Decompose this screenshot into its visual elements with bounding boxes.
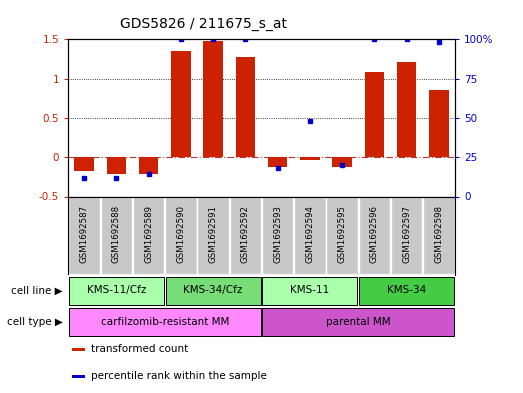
Bar	[197, 197, 229, 274]
Bar	[359, 197, 390, 274]
Bar	[166, 277, 260, 305]
Bar	[262, 197, 293, 274]
Text: transformed count: transformed count	[91, 344, 188, 354]
Text: GSM1692598: GSM1692598	[435, 205, 444, 263]
Text: GSM1692596: GSM1692596	[370, 205, 379, 263]
Bar	[72, 375, 85, 378]
Text: GSM1692592: GSM1692592	[241, 205, 250, 263]
Bar	[69, 197, 100, 274]
Bar	[294, 197, 326, 274]
Text: GSM1692587: GSM1692587	[79, 205, 88, 263]
Text: GSM1692588: GSM1692588	[112, 205, 121, 263]
Bar	[263, 308, 454, 336]
Bar	[171, 51, 190, 157]
Bar	[397, 62, 416, 157]
Text: GDS5826 / 211675_s_at: GDS5826 / 211675_s_at	[120, 17, 287, 31]
Text: GSM1692589: GSM1692589	[144, 205, 153, 263]
Bar	[300, 157, 320, 160]
Bar	[133, 197, 164, 274]
Text: GSM1692593: GSM1692593	[273, 205, 282, 263]
Text: GSM1692594: GSM1692594	[305, 205, 314, 263]
Bar	[139, 157, 158, 174]
Text: cell line ▶: cell line ▶	[11, 286, 63, 296]
Text: KMS-34: KMS-34	[387, 285, 426, 295]
Bar	[74, 157, 94, 171]
Bar	[69, 277, 164, 305]
Bar	[107, 157, 126, 174]
Bar	[165, 197, 197, 274]
Bar	[326, 197, 358, 274]
Bar	[72, 348, 85, 351]
Text: carfilzomib-resistant MM: carfilzomib-resistant MM	[100, 317, 229, 327]
Bar	[263, 277, 357, 305]
Bar	[359, 277, 454, 305]
Bar	[423, 197, 454, 274]
Bar	[69, 308, 260, 336]
Text: GSM1692597: GSM1692597	[402, 205, 411, 263]
Bar	[333, 157, 352, 167]
Bar	[230, 197, 261, 274]
Text: KMS-11: KMS-11	[290, 285, 329, 295]
Text: KMS-34/Cfz: KMS-34/Cfz	[184, 285, 243, 295]
Bar	[100, 197, 132, 274]
Bar	[268, 157, 287, 167]
Text: KMS-11/Cfz: KMS-11/Cfz	[87, 285, 146, 295]
Text: percentile rank within the sample: percentile rank within the sample	[91, 371, 267, 381]
Text: GSM1692591: GSM1692591	[209, 205, 218, 263]
Text: GSM1692590: GSM1692590	[176, 205, 185, 263]
Bar	[203, 41, 223, 157]
Bar	[429, 90, 449, 157]
Bar	[236, 57, 255, 157]
Bar	[365, 72, 384, 157]
Bar	[391, 197, 423, 274]
Text: GSM1692595: GSM1692595	[338, 205, 347, 263]
Text: cell type ▶: cell type ▶	[7, 317, 63, 327]
Text: parental MM: parental MM	[326, 317, 391, 327]
